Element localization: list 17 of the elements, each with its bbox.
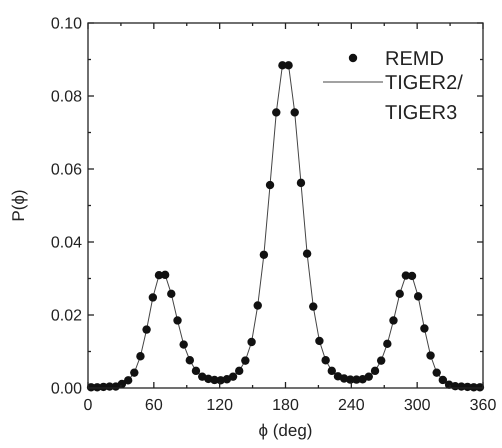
x-tick-label: 240 bbox=[338, 397, 365, 414]
y-tick-label: 0.10 bbox=[50, 16, 82, 32]
x-tick-label: 0 bbox=[84, 397, 93, 414]
legend-label: REMD bbox=[385, 48, 444, 70]
x-tick-label: 180 bbox=[272, 397, 299, 414]
x-tick-label: 360 bbox=[470, 397, 496, 414]
y-tick-label: 0.02 bbox=[50, 308, 82, 324]
y-tick-label: 0.06 bbox=[50, 162, 82, 178]
x-tick-label: 60 bbox=[144, 397, 163, 414]
x-tick-label: 300 bbox=[404, 397, 431, 414]
y-tick-label: 0.08 bbox=[50, 88, 82, 106]
x-axis-title: ϕ (deg) bbox=[258, 421, 312, 440]
y-tick-label: 0.00 bbox=[50, 380, 82, 398]
x-tick-label: 120 bbox=[206, 397, 234, 414]
legend-label: TIGER2/TIGER3 bbox=[385, 72, 464, 124]
y-tick-label: 0.04 bbox=[50, 234, 82, 252]
y-axis-title: P(ϕ) bbox=[9, 189, 28, 222]
